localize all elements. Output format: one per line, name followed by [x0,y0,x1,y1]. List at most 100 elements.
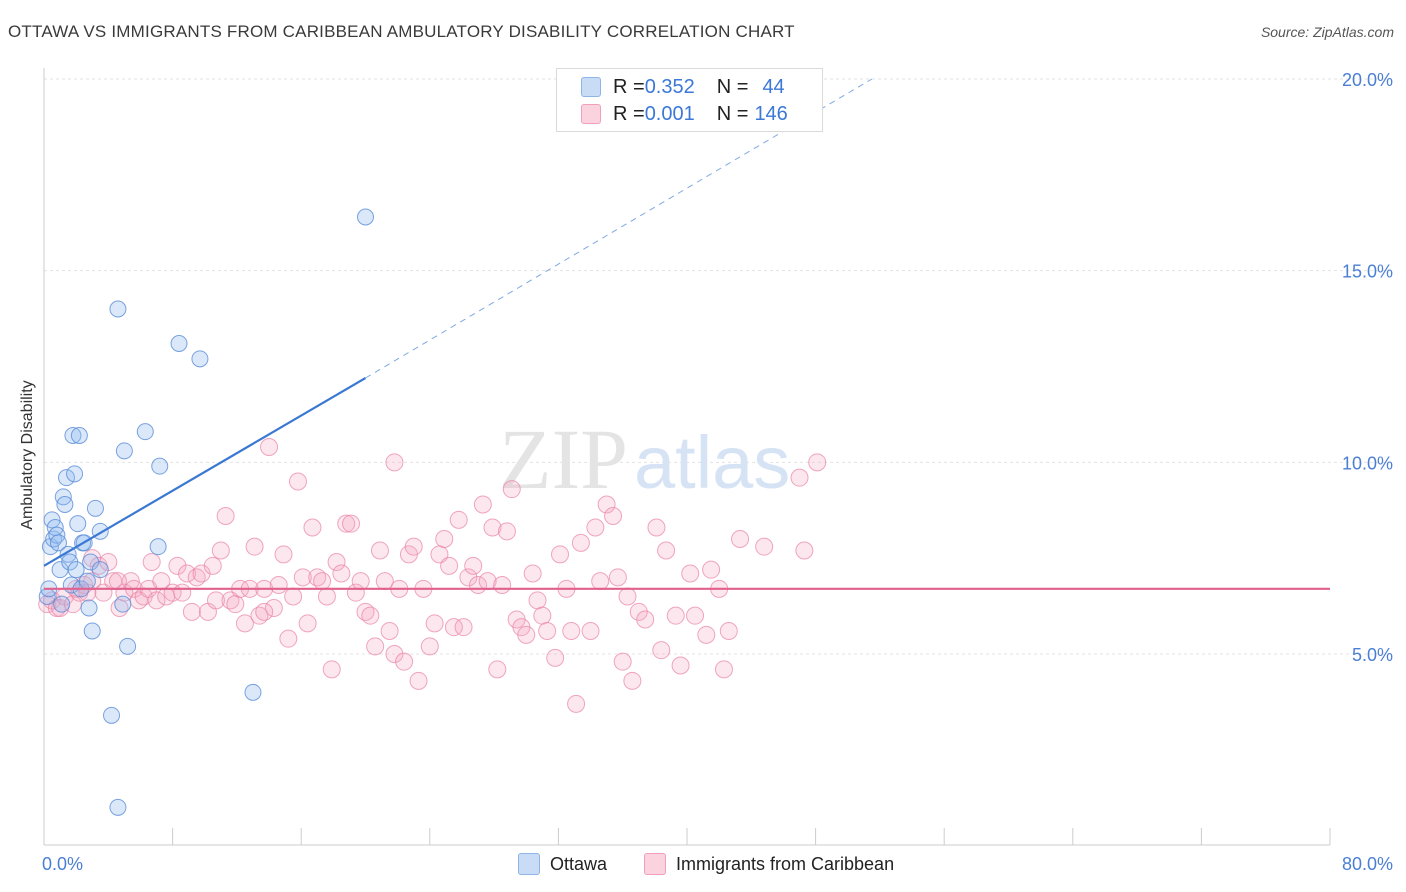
caribbean-point [385,453,404,472]
caribbean-point [142,553,161,571]
caribbean-point [147,591,166,610]
caribbean-point [562,622,581,640]
caribbean-point [493,576,512,594]
caribbean-point [332,564,351,583]
caribbean-point [608,568,627,587]
chart-title: OTTAWA VS IMMIGRANTS FROM CARIBBEAN AMBU… [8,22,795,41]
ottawa-point [109,300,127,318]
ottawa-point [170,335,188,352]
caribbean-point [517,625,536,644]
caribbean-point [714,660,733,679]
ottawa-point [70,427,88,444]
caribbean-point [255,602,274,621]
ottawa-point [114,595,132,613]
caribbean-point [538,622,557,640]
caribbean-point [464,556,483,575]
caribbean-point [440,556,459,575]
bottom-swatch-caribbean [644,853,666,875]
caribbean-point [567,694,586,713]
ottawa-point [86,499,104,517]
ottawa-point [119,637,137,655]
caribbean-point [681,564,700,583]
y-axis-label: Ambulatory Disability [19,380,36,530]
caribbean-point [497,522,516,541]
caribbean-point [731,530,750,548]
caribbean-point [216,507,235,525]
caribbean-point [671,656,690,675]
caribbean-point [483,518,502,537]
caribbean-point [666,606,685,625]
ottawa-point [115,442,133,460]
y-tick-labels: 5.0% 10.0% 15.0% 20.0% [1342,70,1393,665]
caribbean-point [702,560,721,579]
caribbean-point [686,606,705,625]
caribbean-point [203,556,222,575]
caribbean-point [618,587,637,606]
caribbean-point [264,599,283,617]
caribbean-point [168,556,187,575]
ottawa-point [244,683,262,701]
ottawa-point [83,622,101,640]
caribbean-point [571,533,590,552]
ottawa-point [191,350,209,368]
caribbean-point [269,576,288,594]
caribbean-point [652,641,671,660]
caribbean-point [454,618,473,637]
caribbean-point [322,660,341,679]
y-tick-label: 5.0% [1352,645,1393,665]
caribbean-point [173,583,192,602]
caribbean-point [755,537,774,556]
bottom-legend-caribbean: Immigrants from Caribbean [644,852,894,876]
ottawa-point [151,457,169,475]
caribbean-point [182,602,201,621]
caribbean-point [613,652,632,671]
bottom-legend-label-ottawa: Ottawa [550,853,608,874]
caribbean-point [546,648,565,667]
caribbean-point [385,645,404,663]
ottawa-points [38,208,374,816]
legend-n-value: 44 [762,75,785,98]
legend-r-value: 0.001 [644,102,695,125]
caribbean-point [808,453,827,472]
ottawa-point [58,469,76,487]
caribbean-point [284,587,303,606]
ottawa-point [67,561,85,579]
watermark-atlas: atlas [634,421,790,504]
caribbean-point [108,572,127,591]
ottawa-point [136,423,154,441]
caribbean-point [260,438,279,456]
caribbean-point [380,622,399,640]
caribbean-point [604,507,623,525]
caribbean-point [581,622,600,640]
caribbean-point [207,591,226,610]
caribbean-point [298,614,317,633]
legend-r-label: R = [613,102,645,125]
legend-n-label: N = [716,75,749,98]
caribbean-point [420,637,439,656]
caribbean-point [342,514,361,533]
x-tick-label: 0.0% [42,854,83,874]
caribbean-point [795,541,814,560]
caribbean-point [303,518,322,537]
caribbean-point [366,637,385,656]
ottawa-point [91,561,109,579]
caribbean-point [636,610,655,629]
legend-r-label: R = [613,75,645,98]
caribbean-point [370,541,389,560]
caribbean-point [488,660,507,679]
caribbean-point [790,468,809,487]
legend-swatch-caribbean [581,104,601,124]
ottawa-point [357,208,374,226]
legend-row-ottawa: R = 0.352 N = 44 [581,75,785,99]
caribbean-point [337,514,356,533]
caribbean-point [245,537,264,556]
caribbean-point [274,545,293,564]
caribbean-point [629,602,648,621]
caribbean-point [288,472,307,491]
source-label: Source: ZipAtlas.com [1260,24,1394,40]
caribbean-point [449,510,468,529]
caribbean-point [523,564,542,583]
caribbean-point [533,606,552,625]
ottawa-point [80,599,98,617]
bottom-swatch-ottawa [518,853,540,875]
